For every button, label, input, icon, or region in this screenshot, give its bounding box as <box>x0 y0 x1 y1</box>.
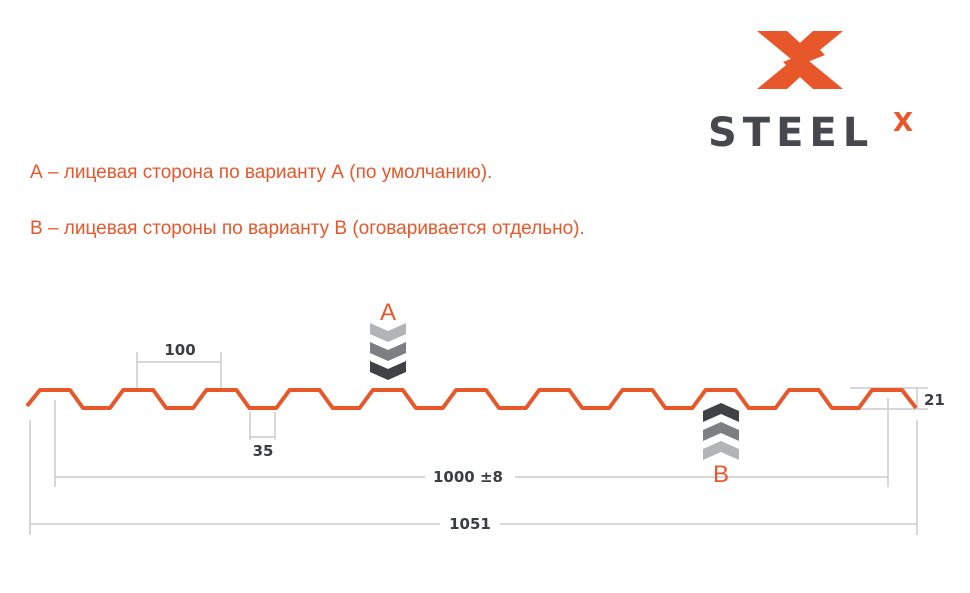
chevron-icon <box>703 441 739 460</box>
dimension-useful-width: 1000 ±8 <box>433 468 503 486</box>
dimension-total-width: 1051 <box>449 515 491 533</box>
note-side-b: В – лицевая стороны по варианту В (огова… <box>30 218 585 239</box>
dimension-pitch: 100 <box>164 341 195 359</box>
logo-superscript: X <box>893 108 913 138</box>
side-a-arrows <box>370 323 406 380</box>
logo-x-mark <box>757 31 843 89</box>
dimension-valley: 35 <box>253 442 274 460</box>
chevron-icon <box>703 403 739 422</box>
side-b-label: B <box>713 461 729 488</box>
chevron-icon <box>703 422 739 441</box>
chevron-icon <box>370 342 406 361</box>
dimension-height: 21 <box>924 391 945 409</box>
note-side-a: А – лицевая сторона по варианту А (по ум… <box>30 162 493 183</box>
chevron-icon <box>370 323 406 342</box>
dimension-lines <box>29 352 928 535</box>
logo-wordmark: STEEL <box>708 110 874 156</box>
side-a-label: A <box>380 299 396 326</box>
corrugated-profile <box>25 388 918 410</box>
side-b-arrows <box>703 403 739 460</box>
steelx-logo: STEEL X <box>708 31 913 156</box>
chevron-icon <box>370 361 406 380</box>
